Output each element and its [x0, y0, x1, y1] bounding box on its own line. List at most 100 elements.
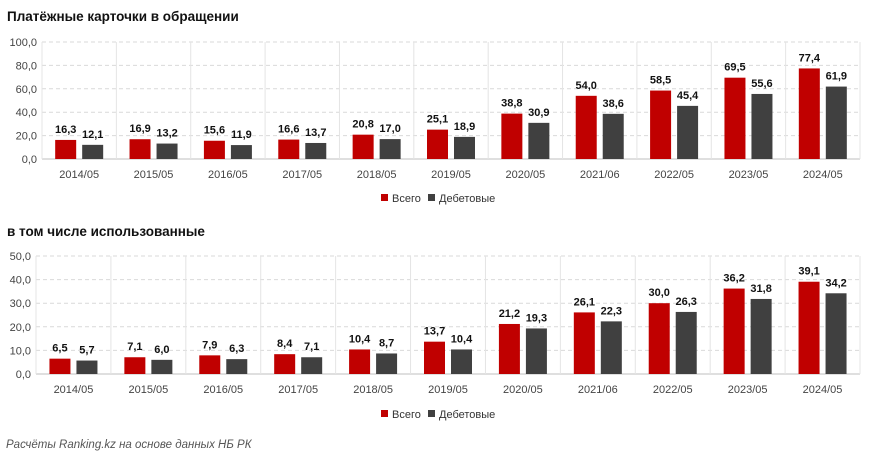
c2-category-label: 2024/05	[803, 384, 843, 396]
c2-bar-total	[124, 357, 146, 374]
c2-data-label: 36,2	[723, 273, 744, 285]
c1-data-label: 45,4	[677, 90, 699, 102]
c1-bar-debit	[156, 143, 178, 159]
c1-ytick-label: 100,0	[9, 37, 37, 49]
c2-data-label: 6,0	[154, 344, 169, 356]
c2-data-label: 26,1	[574, 296, 595, 308]
c2-category-label: 2020/05	[503, 384, 543, 396]
c1-ytick-label: 0,0	[22, 154, 37, 166]
c1-bar-total	[55, 139, 77, 159]
c2-bar-debit	[226, 359, 248, 374]
c1-bar-total	[501, 113, 523, 159]
c2-bar-debit	[600, 321, 622, 374]
c1-data-label: 38,6	[603, 98, 624, 110]
c1-bar-debit	[602, 113, 624, 159]
c2-bar-total	[199, 355, 221, 374]
c1-data-label: 17,0	[379, 123, 400, 135]
c2-data-label: 34,2	[825, 277, 846, 289]
c2-category-label: 2015/05	[128, 384, 168, 396]
c1-data-label: 55,6	[751, 78, 772, 90]
c1-category-label: 2017/05	[282, 169, 322, 181]
c2-legend-label: Дебетовые	[439, 409, 495, 421]
c1-data-label: 16,9	[129, 123, 150, 135]
c2-data-label: 22,3	[601, 305, 622, 317]
c2-data-label: 39,1	[798, 266, 819, 278]
c2-category-label: 2023/05	[728, 384, 768, 396]
c2-category-label: 2022/05	[653, 384, 693, 396]
c1-data-label: 69,5	[724, 62, 745, 74]
c2-legend-swatch	[428, 410, 435, 417]
c1-data-label: 58,5	[650, 75, 671, 87]
c1-legend-swatch	[381, 194, 388, 201]
c1-data-label: 13,2	[156, 128, 177, 140]
c2-ytick-label: 20,0	[10, 322, 31, 334]
c1-category-label: 2019/05	[431, 169, 471, 181]
c2-bar-total	[648, 303, 670, 374]
c2-bar-debit	[76, 360, 98, 374]
c1-bar-debit	[454, 136, 475, 159]
c1-ytick-label: 40,0	[16, 107, 37, 119]
c1-category-label: 2024/05	[803, 169, 843, 181]
c2-data-label: 31,8	[750, 283, 771, 295]
c1-bar-total	[427, 129, 448, 159]
c2-bar-debit	[376, 353, 398, 374]
c2-category-label: 2016/05	[203, 384, 243, 396]
c2-data-label: 26,3	[676, 296, 697, 308]
c2-data-label: 7,1	[127, 341, 142, 353]
c1-bar-total	[650, 90, 672, 159]
c2-bar-debit	[301, 357, 323, 374]
c2-data-label: 8,7	[379, 337, 394, 349]
c2-category-label: 2014/05	[54, 384, 94, 396]
c1-bar-debit	[751, 93, 773, 159]
c1-category-label: 2022/05	[654, 169, 694, 181]
c2-bar-debit	[525, 328, 547, 374]
c1-data-label: 18,9	[454, 121, 475, 133]
c2-data-label: 30,0	[649, 287, 670, 299]
c2-bar-debit	[675, 311, 697, 374]
c1-bar-debit	[677, 105, 699, 159]
c2-bar-total	[349, 349, 371, 374]
c1-legend-label: Дебетовые	[439, 193, 495, 205]
c2-category-label: 2018/05	[353, 384, 393, 396]
c2-data-label: 21,2	[499, 308, 520, 320]
c2-data-label: 7,1	[304, 341, 319, 353]
c2-ytick-label: 40,0	[10, 275, 31, 287]
c2-data-label: 19,3	[526, 312, 547, 324]
c2-category-label: 2017/05	[278, 384, 318, 396]
c2-bar-total	[274, 354, 296, 374]
c2-data-label: 6,5	[52, 343, 67, 355]
c2-data-label: 8,4	[277, 338, 293, 350]
c2-data-label: 7,9	[202, 339, 217, 351]
c2-category-label: 2021/06	[578, 384, 618, 396]
c2-ytick-label: 50,0	[10, 251, 31, 263]
c1-legend-swatch	[428, 194, 435, 201]
c2-bar-total	[573, 312, 595, 374]
c1-data-label: 20,8	[352, 119, 373, 131]
c2-ytick-label: 30,0	[10, 298, 31, 310]
c1-bar-debit	[305, 142, 327, 159]
c1-legend-label: Всего	[392, 193, 421, 205]
c1-data-label: 30,9	[528, 107, 549, 119]
c1-data-label: 11,9	[231, 129, 252, 141]
c2-ytick-label: 10,0	[10, 345, 31, 357]
c1-bar-total	[129, 139, 151, 159]
c2-bar-debit	[151, 359, 173, 374]
c2-data-label: 10,4	[349, 333, 371, 345]
c2-data-label: 5,7	[79, 345, 94, 357]
c1-bar-debit	[379, 139, 401, 159]
c1-data-label: 54,0	[576, 80, 597, 92]
c1-ytick-label: 20,0	[16, 131, 37, 143]
c2-bar-total	[49, 358, 71, 374]
chart-1-title: Платёжные карточки в обращении	[7, 9, 239, 24]
c2-legend-label: Всего	[392, 409, 421, 421]
c2-bar-total	[798, 281, 820, 374]
c1-category-label: 2015/05	[134, 169, 174, 181]
c1-category-label: 2018/05	[357, 169, 397, 181]
c2-bar-total	[723, 288, 745, 374]
c1-bar-debit	[230, 145, 252, 159]
c1-ytick-label: 80,0	[16, 60, 37, 72]
c1-data-label: 61,9	[826, 71, 847, 83]
c1-data-label: 15,6	[204, 125, 225, 137]
c1-bar-total	[575, 95, 597, 159]
